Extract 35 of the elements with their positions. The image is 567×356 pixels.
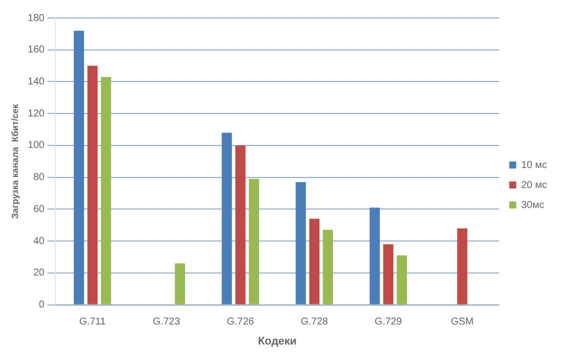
legend-label: 10 мс (521, 160, 548, 171)
y-tick-label: 80 (33, 172, 45, 184)
bar (235, 145, 246, 304)
legend-label: 20 мс (521, 180, 548, 191)
bar (383, 244, 394, 304)
bar (457, 228, 468, 304)
y-tick-label: 0 (38, 300, 45, 311)
y-tick-label: 100 (28, 140, 45, 152)
y-tick-label: 160 (28, 44, 45, 56)
y-tick-label: 120 (28, 108, 45, 120)
bar (322, 230, 333, 304)
x-tick-label: G.711 (79, 316, 106, 328)
x-axis-title: Кодеки (258, 335, 297, 348)
y-tick-label: 20 (33, 268, 45, 279)
x-tick-label: GSM (450, 316, 474, 328)
bar (296, 182, 306, 304)
bar (174, 263, 186, 304)
bar (74, 30, 84, 304)
x-tick-label: G.728 (300, 316, 328, 328)
y-tick-label: 40 (33, 236, 45, 247)
bar (370, 208, 380, 304)
y-tick-label: 180 (28, 12, 45, 24)
bar (222, 132, 232, 304)
x-tick-label: G.726 (226, 316, 254, 328)
legend-label: 30мс (521, 200, 544, 211)
y-axis-title: Загрузка канала Кбит/сек (10, 103, 20, 219)
bar (100, 76, 112, 304)
bar (396, 255, 407, 304)
bar (309, 218, 320, 304)
x-tick-label: G.729 (374, 316, 402, 328)
y-tick-label: 140 (28, 76, 45, 88)
x-tick-label: G.723 (152, 316, 180, 328)
bar (248, 178, 260, 304)
bar (87, 66, 98, 304)
y-tick-label: 60 (33, 204, 45, 215)
